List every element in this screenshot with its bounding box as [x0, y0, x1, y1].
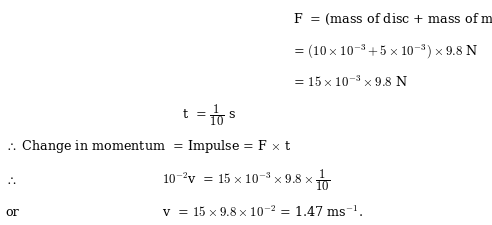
Text: v  = $15 \times 9.8 \times 10^{-2}$ = 1.47 ms$^{-1}$.: v = $15 \times 9.8 \times 10^{-2}$ = 1.4… [162, 205, 364, 220]
Text: t  = $\dfrac{1}{10}$ s: t = $\dfrac{1}{10}$ s [182, 102, 236, 128]
Text: $\therefore$ Change in momentum  = Impulse = F $\times$ t: $\therefore$ Change in momentum = Impuls… [5, 138, 291, 155]
Text: = $15 \times 10^{-3} \times 9.8$ N: = $15 \times 10^{-3} \times 9.8$ N [293, 74, 407, 90]
Text: F  = (mass of disc + mass of marble) $\times$ g: F = (mass of disc + mass of marble) $\ti… [293, 11, 492, 28]
Text: $\therefore$: $\therefore$ [5, 173, 17, 187]
Text: or: or [5, 206, 19, 219]
Text: $10^{-2}$v  = $15 \times 10^{-3} \times 9.8 \times \dfrac{1}{10}$: $10^{-2}$v = $15 \times 10^{-3} \times 9… [162, 167, 331, 193]
Text: = $(10 \times 10^{-3} + 5 \times 10^{-3}) \times 9.8$ N: = $(10 \times 10^{-3} + 5 \times 10^{-3}… [293, 42, 478, 60]
